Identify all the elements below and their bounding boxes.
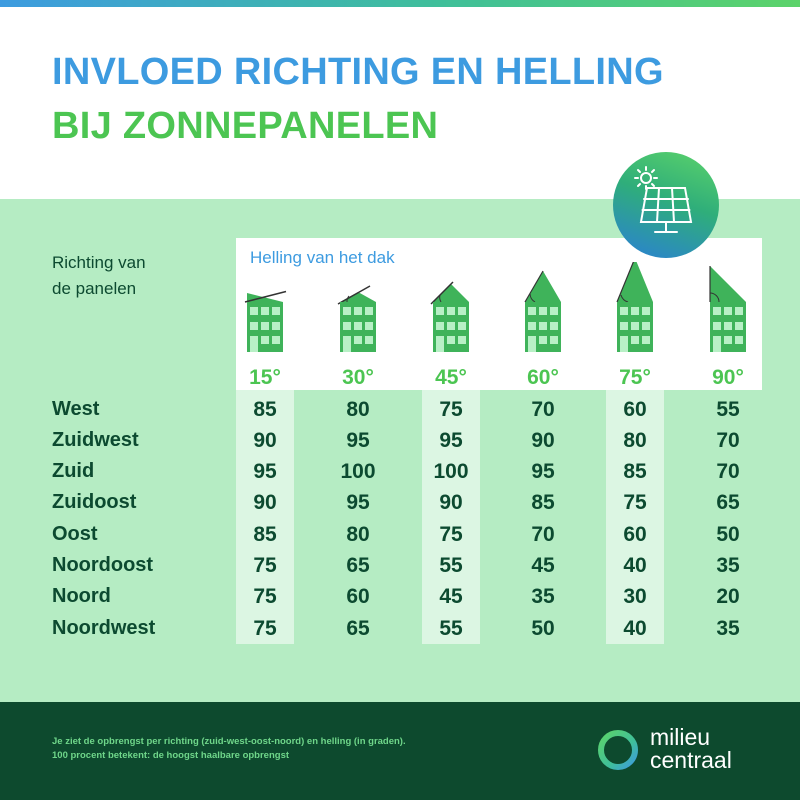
direction-label: Zuidwest <box>52 429 139 451</box>
table-cell: 50 <box>531 617 555 640</box>
logo-line-2: centraal <box>650 747 732 773</box>
table-cell: 30 <box>623 585 647 608</box>
row-header-line-2: de panelen <box>52 279 137 298</box>
column-header: Helling van het dak <box>250 248 395 267</box>
table-cell: 80 <box>346 398 370 421</box>
table-cell: 70 <box>531 523 555 546</box>
direction-label: Zuid <box>52 460 95 482</box>
milieu-centraal-logo-icon <box>598 730 638 770</box>
table-cell: 60 <box>623 398 647 421</box>
house-45-icon <box>430 281 469 352</box>
table-cell: 80 <box>623 429 647 452</box>
direction-label: Noordwest <box>52 617 156 639</box>
table-cell: 70 <box>531 398 555 421</box>
footer <box>0 702 800 800</box>
table-cell: 95 <box>253 460 277 483</box>
table-cell: 95 <box>346 491 370 514</box>
table-cell: 45 <box>439 585 463 608</box>
table-cell: 75 <box>439 398 463 421</box>
table-cell: 75 <box>623 491 647 514</box>
table-cell: 85 <box>623 460 647 483</box>
table-cell: 95 <box>346 429 370 452</box>
table-cell: 35 <box>531 585 555 608</box>
table-cell: 100 <box>433 460 469 483</box>
column-highlight-15 <box>236 390 294 644</box>
table-cell: 90 <box>531 429 555 452</box>
table-cell: 60 <box>346 585 370 608</box>
table-cell: 85 <box>531 491 555 514</box>
top-gradient-stripe <box>0 0 800 7</box>
row-header: Richting van de panelen <box>52 250 146 302</box>
table-cell: 90 <box>253 491 277 514</box>
table-cell: 35 <box>716 617 740 640</box>
table-cell: 40 <box>623 617 647 640</box>
table-cell: 75 <box>253 554 277 577</box>
table-cell: 60 <box>623 523 647 546</box>
table-cell: 70 <box>716 460 740 483</box>
table-cell: 65 <box>346 554 370 577</box>
row-header-line-1: Richting van <box>52 253 146 272</box>
logo-text: milieu centraal <box>650 726 732 772</box>
direction-label: Noord <box>52 585 111 607</box>
table-cell: 55 <box>439 554 463 577</box>
table-cell: 85 <box>253 523 277 546</box>
table-cell: 90 <box>253 429 277 452</box>
table-cell: 45 <box>531 554 555 577</box>
house-75-icon <box>616 262 653 352</box>
table-cell: 100 <box>340 460 376 483</box>
table-cell: 75 <box>439 523 463 546</box>
table-cell: 55 <box>716 398 740 421</box>
table-cell: 75 <box>253 617 277 640</box>
direction-label: Zuidoost <box>52 491 137 513</box>
tilt-label-90: 90° <box>712 366 744 389</box>
tilt-label-75: 75° <box>619 366 651 389</box>
table-cell: 95 <box>531 460 555 483</box>
house-90-icon <box>709 266 746 352</box>
table-cell: 70 <box>716 429 740 452</box>
direction-label: Oost <box>52 523 98 545</box>
table-cell: 80 <box>346 523 370 546</box>
tilt-label-15: 15° <box>249 366 281 389</box>
title-line-2: BIJ ZONNEPANELEN <box>52 105 439 147</box>
tilt-label-45: 45° <box>435 366 467 389</box>
table-cell: 35 <box>716 554 740 577</box>
header: INVLOED RICHTING EN HELLING BIJ ZONNEPAN… <box>0 7 800 199</box>
table-cell: 65 <box>716 491 740 514</box>
table-cell: 85 <box>253 398 277 421</box>
table-cell: 50 <box>716 523 740 546</box>
column-highlight-45 <box>422 390 480 644</box>
footer-note: Je ziet de opbrengst per richting (zuid-… <box>52 735 406 763</box>
tilt-label-60: 60° <box>527 366 559 389</box>
direction-label: West <box>52 398 100 420</box>
solar-panel-icon <box>613 152 719 258</box>
house-60-icon <box>524 270 561 352</box>
column-highlight-75 <box>606 390 664 644</box>
house-15-icon <box>244 290 287 352</box>
table-cell: 95 <box>439 429 463 452</box>
table-cell: 40 <box>623 554 647 577</box>
table-cell: 75 <box>253 585 277 608</box>
table-cell: 65 <box>346 617 370 640</box>
direction-label: Noordoost <box>52 554 154 576</box>
table-cell: 90 <box>439 491 463 514</box>
house-30-icon <box>337 285 376 352</box>
footer-note-line-2: 100 procent betekent: de hoogst haalbare… <box>52 750 290 761</box>
tilt-label-30: 30° <box>342 366 374 389</box>
logo-line-1: milieu <box>650 724 711 750</box>
footer-note-line-1: Je ziet de opbrengst per richting (zuid-… <box>52 736 406 747</box>
tilt-header-box <box>236 238 762 390</box>
title-line-1: INVLOED RICHTING EN HELLING <box>52 51 664 93</box>
table-cell: 55 <box>439 617 463 640</box>
table-cell: 20 <box>716 585 740 608</box>
